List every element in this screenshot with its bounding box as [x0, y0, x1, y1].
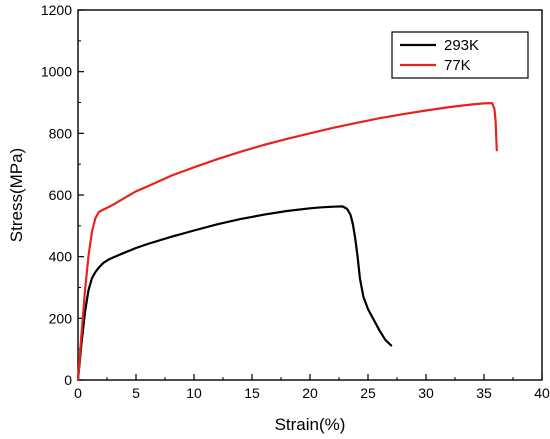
x-tick-label: 10	[186, 385, 202, 401]
series-layer	[76, 101, 498, 382]
x-axis-label: Strain(%)	[275, 415, 346, 434]
y-tick-label: 200	[49, 310, 73, 326]
x-tick-label: 20	[302, 385, 318, 401]
y-tick-label: 400	[49, 249, 73, 265]
x-tick-label: 5	[132, 385, 140, 401]
legend-label: 77K	[444, 57, 471, 74]
x-tick-label: 30	[418, 385, 434, 401]
y-tick-label: 0	[64, 372, 72, 388]
y-tick-label: 1000	[41, 64, 72, 80]
legend-label: 293K	[444, 37, 479, 54]
y-tick-label: 800	[49, 125, 73, 141]
y-axis-label: Stress(MPa)	[7, 148, 26, 242]
series-line-77k	[76, 101, 498, 382]
x-tick-label: 0	[74, 385, 82, 401]
x-tick-label: 40	[534, 385, 550, 401]
y-tick-label: 600	[49, 187, 73, 203]
legend: 293K 77K	[391, 31, 529, 79]
y-tick-label: 1200	[41, 2, 72, 18]
series-line-293k	[76, 205, 393, 382]
x-tick-label: 35	[476, 385, 492, 401]
x-tick-label: 15	[244, 385, 260, 401]
legend-box	[391, 31, 529, 79]
x-tick-label: 25	[360, 385, 376, 401]
